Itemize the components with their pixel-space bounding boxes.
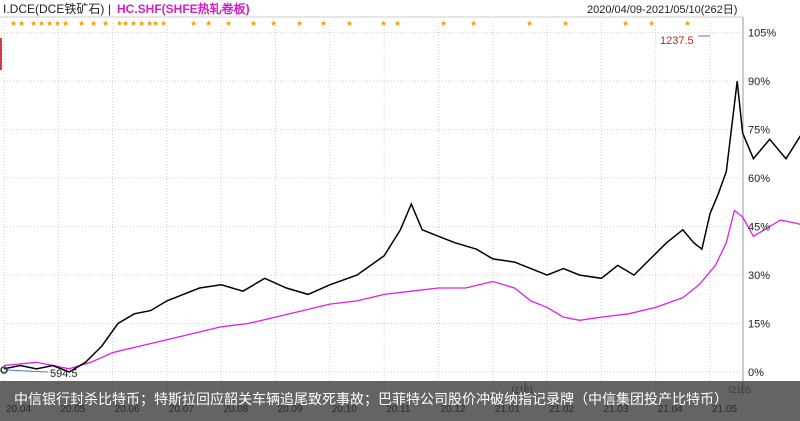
event-star: ★: [146, 19, 153, 28]
event-star: ★: [90, 19, 97, 28]
event-star: ★: [160, 19, 167, 28]
y-tick-label: 75%: [748, 125, 770, 137]
event-star: ★: [562, 19, 569, 28]
low-annotation: 594.5: [50, 368, 78, 380]
series-line-iron-ore: [3, 81, 800, 373]
y-tick-label: 105%: [748, 28, 776, 40]
event-star: ★: [225, 19, 232, 28]
y-tick-label: 60%: [748, 173, 770, 185]
header-separator: |: [108, 2, 111, 16]
start-marker: [0, 366, 8, 374]
news-ticker: 中信银行封杀比特币；特斯拉回应韶关车辆追尾致死事故；巴菲特公司股价冲破纳指记录牌…: [0, 381, 800, 421]
event-stars: ★ ★ ★ ★ ★ ★ ★ ★ ★ ★ ★★ ★ ★ ★★ ★ ★ ★ ★ ★ ★ ★ ★ ★ ★ ★ ★ ★ ★ ★ ★ ★ ★: [10, 19, 691, 28]
event-star: ★: [205, 19, 212, 28]
annotations: 1237.5 594.5: [0, 35, 710, 380]
series-line-hot-rolled: [3, 209, 800, 370]
event-star: ★: [346, 19, 353, 28]
event-star: ★: [62, 19, 69, 28]
event-star: ★: [622, 19, 629, 28]
event-star: ★: [470, 19, 477, 28]
event-star: ★: [122, 19, 129, 28]
event-star: ★: [190, 19, 197, 28]
high-annotation: 1237.5: [660, 35, 694, 47]
y-tick-label: 45%: [748, 222, 770, 234]
news-ticker-text: 中信银行封杀比特币；特斯拉回应韶关车辆追尾致死事故；巴菲特公司股价冲破纳指记录牌…: [14, 392, 728, 408]
event-star: ★: [130, 19, 137, 28]
event-star: ★: [10, 19, 17, 28]
event-star: ★: [320, 19, 327, 28]
series-group: [3, 81, 800, 373]
y-tick-label: 30%: [748, 270, 770, 282]
event-star: ★: [250, 19, 257, 28]
y-tick-label: 0%: [748, 367, 764, 379]
event-star: ★: [18, 19, 25, 28]
event-star: ★: [684, 19, 691, 28]
event-star: ★: [138, 19, 145, 28]
header-series1-label: I.DCE(DCE铁矿石): [3, 2, 104, 16]
y-tick-label: 90%: [748, 76, 770, 88]
event-star: ★: [78, 19, 85, 28]
event-star: ★: [152, 19, 159, 28]
low-annotation-leader: [5, 369, 49, 373]
event-star: ★: [116, 19, 123, 28]
event-star: ★: [102, 19, 109, 28]
event-star: ★: [526, 19, 533, 28]
event-star: ★: [380, 19, 387, 28]
event-star: ★: [54, 19, 61, 28]
y-tick-label: 15%: [748, 319, 770, 331]
event-star: ★: [394, 19, 401, 28]
y-axis-ticks: 0% 15% 30% 45% 60% 75% 90% 105%: [748, 28, 776, 379]
event-star: ★: [648, 19, 655, 28]
event-star: ★: [440, 19, 447, 28]
header-series2-label: HC.SHF(SHFE热轧卷板): [117, 1, 250, 16]
event-star: ★: [38, 19, 45, 28]
date-range: 2020/04/09-2021/05/10(262日): [587, 4, 737, 16]
grid: [3, 23, 743, 390]
event-star: ★: [46, 19, 53, 28]
event-star: ★: [270, 19, 277, 28]
event-star: ★: [296, 19, 303, 28]
event-star: ★: [30, 19, 37, 28]
left-marker: [0, 38, 2, 70]
